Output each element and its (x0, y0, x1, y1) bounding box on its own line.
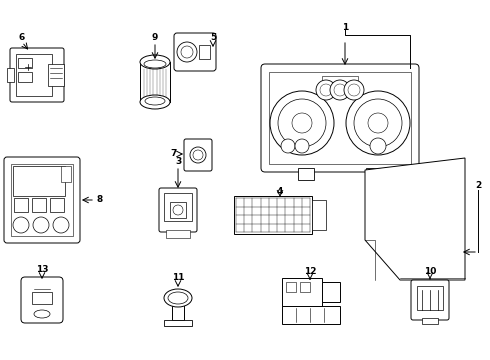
Text: 12: 12 (304, 267, 316, 276)
Circle shape (278, 99, 326, 147)
Text: 2: 2 (475, 180, 481, 189)
Bar (164, 320, 192, 326)
Circle shape (181, 46, 193, 58)
Circle shape (346, 91, 410, 155)
Circle shape (33, 217, 49, 233)
Ellipse shape (145, 97, 165, 105)
Polygon shape (365, 158, 465, 280)
Circle shape (320, 84, 332, 96)
Bar (282, 278, 322, 306)
FancyBboxPatch shape (261, 64, 419, 172)
Circle shape (281, 139, 295, 153)
Bar (366, 168, 382, 180)
Circle shape (354, 99, 402, 147)
Bar (16, 54, 52, 96)
Bar (32, 198, 46, 212)
Bar (417, 286, 443, 310)
FancyBboxPatch shape (174, 33, 216, 71)
Bar (170, 202, 186, 218)
Bar (50, 198, 64, 212)
Bar (7, 68, 14, 82)
FancyBboxPatch shape (159, 188, 197, 232)
Ellipse shape (34, 310, 50, 318)
Circle shape (292, 113, 312, 133)
Text: 8: 8 (97, 195, 103, 204)
Bar (282, 306, 340, 324)
Circle shape (190, 147, 206, 163)
Ellipse shape (140, 55, 170, 69)
Circle shape (177, 42, 197, 62)
FancyBboxPatch shape (411, 280, 449, 320)
Text: 9: 9 (152, 33, 158, 42)
Circle shape (348, 84, 360, 96)
Bar (61, 166, 71, 182)
Text: 6: 6 (19, 33, 25, 42)
Circle shape (370, 138, 386, 154)
Bar (164, 193, 192, 221)
Ellipse shape (140, 95, 170, 109)
Text: 5: 5 (210, 33, 216, 42)
FancyBboxPatch shape (4, 157, 80, 243)
Bar (13, 166, 65, 196)
Bar (11, 164, 73, 236)
Text: 11: 11 (172, 274, 184, 283)
Circle shape (173, 205, 183, 215)
FancyBboxPatch shape (10, 48, 64, 102)
Circle shape (53, 217, 69, 233)
Ellipse shape (144, 60, 166, 68)
Bar (298, 168, 314, 180)
Bar (32, 292, 52, 304)
Text: 13: 13 (36, 266, 48, 274)
Text: 7: 7 (171, 149, 177, 158)
Bar (312, 200, 326, 230)
Circle shape (270, 91, 334, 155)
Circle shape (295, 139, 309, 153)
Circle shape (334, 84, 346, 96)
Bar (234, 196, 312, 234)
Text: 4: 4 (277, 188, 283, 197)
Circle shape (316, 80, 336, 100)
Circle shape (368, 113, 388, 133)
FancyBboxPatch shape (21, 277, 63, 323)
Bar (14, 198, 28, 212)
Circle shape (193, 150, 203, 160)
Text: 3: 3 (175, 158, 181, 166)
FancyBboxPatch shape (184, 139, 212, 171)
Bar (48, 64, 64, 86)
Bar (18, 58, 32, 68)
Text: 10: 10 (424, 267, 436, 276)
Bar (322, 282, 340, 302)
Bar (300, 282, 310, 292)
Bar (18, 72, 32, 82)
Ellipse shape (164, 289, 192, 307)
Bar (166, 230, 190, 238)
Bar (286, 282, 296, 292)
Circle shape (13, 217, 29, 233)
Text: 1: 1 (342, 22, 348, 31)
Bar (269, 72, 411, 164)
Bar (199, 45, 210, 59)
Circle shape (330, 80, 350, 100)
Bar (322, 76, 358, 84)
Circle shape (344, 80, 364, 100)
Bar (422, 318, 438, 324)
Ellipse shape (168, 292, 188, 304)
